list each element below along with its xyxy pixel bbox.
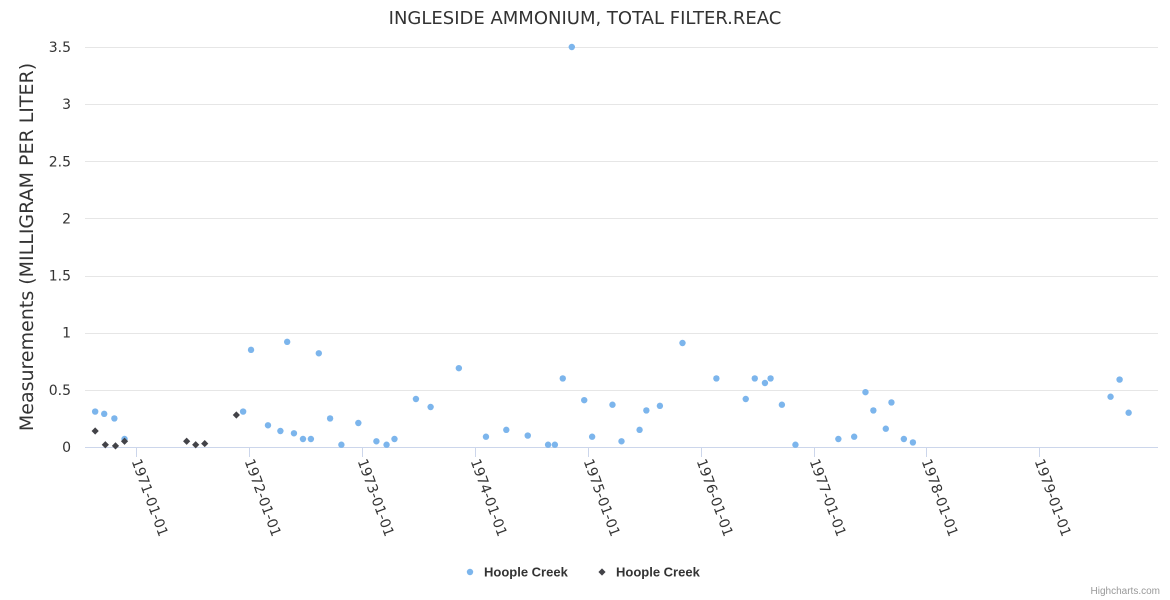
data-point-circle[interactable] xyxy=(264,422,272,429)
data-point-circle[interactable] xyxy=(551,441,559,448)
legend-label: Hoople Creek xyxy=(484,565,569,580)
data-point-circle[interactable] xyxy=(91,408,99,415)
data-point-diamond[interactable] xyxy=(101,441,109,449)
data-point-circle[interactable] xyxy=(761,379,769,387)
data-point-circle[interactable] xyxy=(383,441,390,448)
y-tick-label: 0 xyxy=(62,440,71,456)
data-point-circle[interactable] xyxy=(307,435,315,443)
data-point-diamond[interactable] xyxy=(120,437,129,445)
data-point-circle[interactable] xyxy=(355,419,362,427)
data-point-circle[interactable] xyxy=(588,433,596,440)
y-tick-label: 0.5 xyxy=(49,383,71,399)
data-point-diamond[interactable] xyxy=(183,437,191,445)
data-point-diamond[interactable] xyxy=(91,427,99,435)
data-point-diamond[interactable] xyxy=(111,442,120,450)
data-point-circle[interactable] xyxy=(101,410,108,418)
data-point-circle[interactable] xyxy=(909,439,917,446)
data-point-circle[interactable] xyxy=(636,426,643,434)
y-tick-label: 1.5 xyxy=(49,269,71,285)
series-2-points xyxy=(91,411,240,450)
data-point-circle[interactable] xyxy=(283,338,291,346)
data-point-circle[interactable] xyxy=(581,396,588,404)
chart-title: INGLESIDE AMMONIUM, TOTAL FILTER.REAC xyxy=(389,8,782,29)
y-axis-labels: 0 0.5 1 1.5 2 2.5 3 3.5 xyxy=(49,40,71,456)
data-point-circle[interactable] xyxy=(751,375,758,382)
data-point-circle[interactable] xyxy=(609,401,616,408)
data-point-circle[interactable] xyxy=(618,438,625,445)
data-point-circle[interactable] xyxy=(568,43,576,51)
data-point-circle[interactable] xyxy=(643,407,650,414)
series-1-points xyxy=(91,43,1132,448)
data-point-circle[interactable] xyxy=(412,395,420,403)
highcharts-credit[interactable]: Highcharts.com xyxy=(1091,586,1160,597)
data-point-circle[interactable] xyxy=(559,375,566,382)
data-point-circle[interactable] xyxy=(767,375,774,382)
grid-lines xyxy=(85,47,1158,391)
data-point-diamond[interactable] xyxy=(232,411,240,419)
data-point-circle[interactable] xyxy=(427,403,434,411)
data-point-circle[interactable] xyxy=(778,401,786,408)
x-axis xyxy=(85,447,1158,457)
data-point-circle[interactable] xyxy=(888,399,895,406)
data-point-circle[interactable] xyxy=(503,426,510,434)
data-point-circle[interactable] xyxy=(111,415,118,422)
data-points xyxy=(91,43,1132,450)
data-point-circle[interactable] xyxy=(290,430,298,437)
data-point-circle[interactable] xyxy=(882,425,889,432)
legend-label: Hoople Creek xyxy=(616,565,701,580)
data-point-circle[interactable] xyxy=(455,364,463,372)
data-point-circle[interactable] xyxy=(792,441,799,448)
data-point-circle[interactable] xyxy=(315,350,323,357)
data-point-circle[interactable] xyxy=(1116,376,1123,383)
data-point-circle[interactable] xyxy=(239,408,247,415)
data-point-circle[interactable] xyxy=(835,435,842,443)
data-point-circle[interactable] xyxy=(247,346,255,354)
data-point-circle[interactable] xyxy=(1107,393,1114,400)
data-point-circle[interactable] xyxy=(482,433,490,440)
data-point-circle[interactable] xyxy=(862,388,869,396)
legend-item-series-2[interactable]: Hoople Creek xyxy=(598,565,701,580)
data-point-circle[interactable] xyxy=(326,415,334,422)
y-axis-title: Measurements (MILLIGRAM PER LITER) xyxy=(16,63,38,431)
legend-marker-diamond[interactable] xyxy=(598,568,606,576)
data-point-circle[interactable] xyxy=(679,339,686,347)
data-point-circle[interactable] xyxy=(900,435,908,443)
data-point-circle[interactable] xyxy=(850,433,858,440)
data-point-circle[interactable] xyxy=(277,427,284,435)
data-point-circle[interactable] xyxy=(391,435,398,443)
y-tick-label: 1 xyxy=(62,326,71,342)
data-point-diamond[interactable] xyxy=(192,441,200,449)
data-point-circle[interactable] xyxy=(870,407,877,414)
data-point-circle[interactable] xyxy=(742,395,749,403)
y-tick-label: 3.5 xyxy=(49,40,71,56)
data-point-circle[interactable] xyxy=(524,432,531,439)
y-tick-label: 3 xyxy=(62,97,71,113)
data-point-diamond[interactable] xyxy=(201,439,209,448)
legend: Hoople Creek Hoople Creek xyxy=(466,565,701,580)
data-point-circle[interactable] xyxy=(299,435,307,443)
y-tick-label: 2.5 xyxy=(49,154,71,170)
data-point-circle[interactable] xyxy=(544,441,552,448)
data-point-circle[interactable] xyxy=(373,438,380,445)
legend-marker-circle[interactable] xyxy=(466,568,474,576)
data-point-circle[interactable] xyxy=(656,402,664,410)
data-point-circle[interactable] xyxy=(338,441,345,448)
y-tick-label: 2 xyxy=(62,211,71,227)
legend-item-series-1[interactable]: Hoople Creek xyxy=(466,565,569,580)
data-point-circle[interactable] xyxy=(713,375,720,382)
data-point-circle[interactable] xyxy=(1125,409,1132,416)
